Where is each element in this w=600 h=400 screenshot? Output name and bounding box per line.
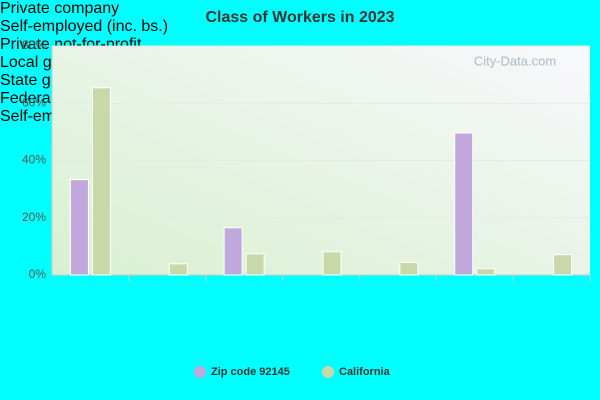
bar xyxy=(168,263,188,276)
bar xyxy=(223,227,243,276)
y-tick-label: 20% xyxy=(22,210,46,224)
legend-swatch xyxy=(322,366,334,378)
legend-swatch xyxy=(194,366,206,378)
y-tick-label: 0% xyxy=(29,267,47,281)
x-tick-label: Self-employed (inc. bs.) xyxy=(0,18,169,35)
bar xyxy=(399,261,419,276)
bar xyxy=(91,87,111,276)
y-tick-label: 40% xyxy=(22,153,46,167)
y-tick-label: 60% xyxy=(22,95,46,109)
bar xyxy=(476,268,496,276)
bar xyxy=(69,179,89,276)
legend-label: Zip code 92145 xyxy=(211,366,290,378)
bar xyxy=(322,251,342,276)
watermark: City-Data.com xyxy=(474,53,556,68)
legend-label: California xyxy=(339,366,391,378)
bar xyxy=(553,254,573,276)
bar xyxy=(454,132,474,276)
x-tick-label: Private company xyxy=(0,0,120,17)
y-tick-label: 80% xyxy=(22,38,46,52)
chart-title: Class of Workers in 2023 xyxy=(205,9,394,26)
bar xyxy=(245,253,265,276)
